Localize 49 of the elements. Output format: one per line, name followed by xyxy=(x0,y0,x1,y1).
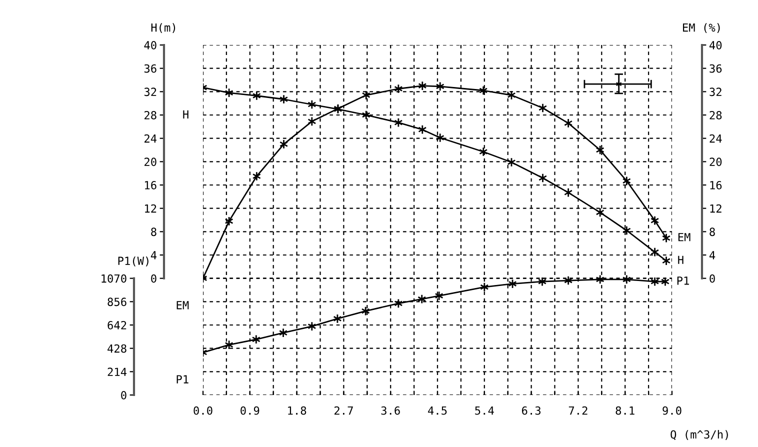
y-tick-label: 16 xyxy=(145,181,156,190)
y-tick-label: 8 xyxy=(151,228,156,236)
y2-tick-label: 36 xyxy=(710,64,722,73)
y-tick-label: 12 xyxy=(145,204,156,213)
y2-tick-label: 16 xyxy=(710,181,722,190)
y3-tick-label: 214 xyxy=(108,368,127,376)
x-tick-label: 6.3 xyxy=(522,406,540,415)
x-tick-label: 8.1 xyxy=(616,406,634,415)
y2-tick-label: 20 xyxy=(710,158,722,166)
text: H xyxy=(183,110,188,118)
series-label: P1 xyxy=(677,276,689,285)
x-tick-label: 0.0 xyxy=(194,406,212,415)
y-tick-label: 24 xyxy=(144,134,157,143)
y2-tick-label: 4 xyxy=(710,251,716,260)
y-tick-label: 28 xyxy=(144,111,156,120)
series-label: EM xyxy=(678,233,690,242)
y3-tick-label: 642 xyxy=(108,321,126,330)
y2-tick-label: 40 xyxy=(710,41,722,50)
x-tick-label: 0.9 xyxy=(240,406,260,415)
y-tick-label: 32 xyxy=(144,88,156,96)
y2-tick-label: 24 xyxy=(710,134,722,143)
y2-tick-label: 0 xyxy=(710,274,715,283)
x-axis-title: Q (m^3/h) xyxy=(670,430,728,440)
x-tick-label: 1.8 xyxy=(288,406,306,415)
y2-tick-label: 28 xyxy=(710,111,722,120)
y3-tick-label: 0 xyxy=(121,391,126,400)
y-tick-label: 40 xyxy=(144,41,156,50)
x-tick-label: 4.5 xyxy=(428,406,447,415)
y-tick-label: 4 xyxy=(150,251,157,260)
x-tick-label: 5.4 xyxy=(475,406,494,415)
y-tick-label: 0 xyxy=(151,274,156,283)
x-tick-label: 7.2 xyxy=(568,406,588,415)
text: P1 xyxy=(176,375,188,384)
series-label: H xyxy=(678,256,684,264)
x-tick-label: 9.0 xyxy=(662,406,682,415)
text: EM xyxy=(176,301,189,310)
y-tick-label: 36 xyxy=(144,64,156,73)
y-axis-title: H(m) xyxy=(151,23,176,34)
y3-tick-label: 856 xyxy=(108,298,126,306)
y-tick-label: 20 xyxy=(144,158,156,166)
y2-tick-label: 8 xyxy=(710,228,715,236)
y3-tick-label: 1070 xyxy=(102,274,126,283)
y3-tick-label: 428 xyxy=(108,344,126,353)
y2-tick-label: 32 xyxy=(710,88,722,96)
y3-axis-title: P1(W) xyxy=(118,256,148,266)
y2-tick-label: 12 xyxy=(710,204,722,213)
x-tick-label: 2.7 xyxy=(334,406,353,415)
y2-axis-title: EM (%) xyxy=(683,23,720,34)
x-tick-label: 3.6 xyxy=(381,406,400,415)
